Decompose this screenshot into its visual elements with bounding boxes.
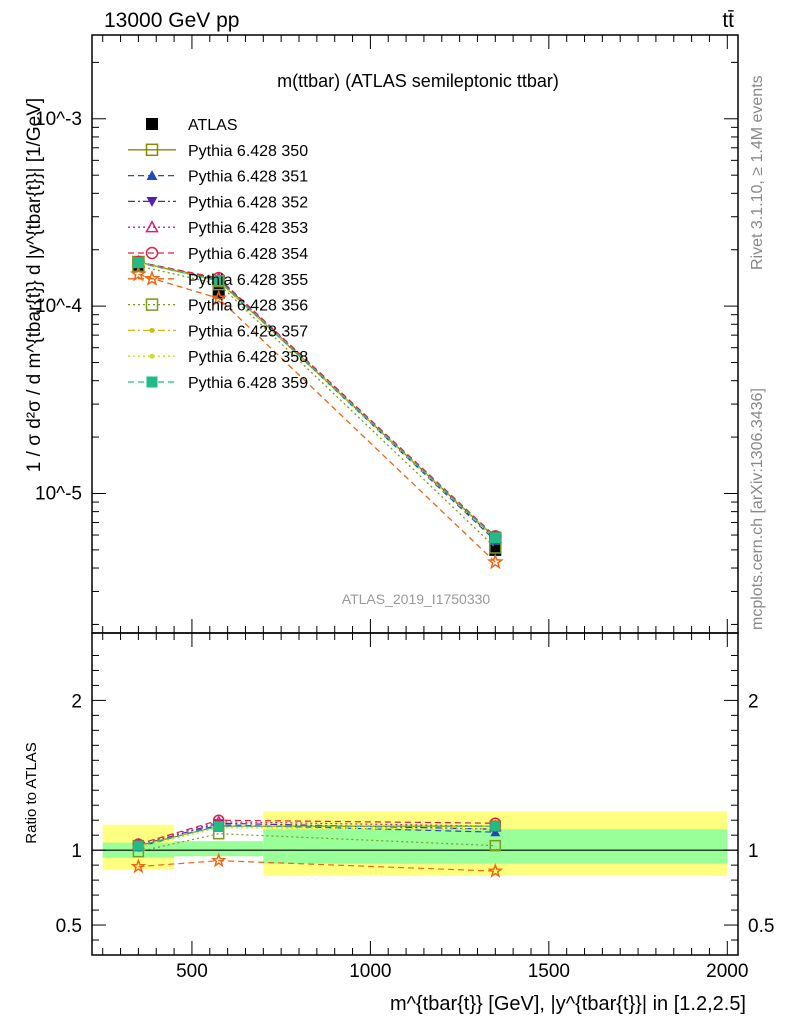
main-series-line [138, 273, 496, 563]
main-data-point [130, 265, 147, 282]
legend-marker [146, 197, 158, 207]
legend-entry-label: Pythia 6.428 357 [188, 323, 308, 340]
ratio-data-point [210, 852, 227, 868]
legend-entry-label: Pythia 6.428 359 [188, 375, 308, 392]
main-data-point [132, 256, 144, 268]
process-label: tt̄ [722, 9, 734, 32]
x-tick-label: 1000 [349, 961, 391, 982]
chart-title: m(ttbar) (ATLAS semileptonic ttbar) [277, 71, 559, 91]
legend-entry-label: Pythia 6.428 355 [188, 272, 308, 289]
main-data-point [210, 289, 228, 306]
legend-entry-label: Pythia 6.428 352 [188, 194, 308, 211]
x-axis-label: m^{tbar{t}} [GeV], |y^{tbar{t}}| in [1.2… [390, 993, 746, 1015]
main-data-point [486, 553, 504, 570]
ratio-y-tick-label: 1 [71, 841, 82, 862]
legend: ATLAS Pythia 6.428 350 Pythia 6.428 351 Pyt… [128, 117, 308, 392]
legend-marker [145, 298, 159, 311]
x-ticks: 500 1000 1500 2000 [102, 35, 748, 982]
ratio-y-tick-label: 2 [71, 691, 82, 712]
legend-marker [145, 220, 159, 233]
energy-label: 13000 GeV pp [104, 9, 239, 32]
ratio-data-point [490, 821, 501, 832]
ratio-frame [91, 632, 739, 956]
ratio-series-line [138, 833, 496, 853]
legend-entry-label: Pythia 6.428 350 [188, 143, 308, 160]
legend-entry-label: Pythia 6.428 356 [188, 298, 308, 315]
ratio-y-axis-label: Ratio to ATLAS [23, 742, 40, 843]
main-panel: 10^-5 10^-4 10^-3 m(ttbar) (ATLAS semilept… [24, 34, 739, 634]
ratio-data-point [133, 840, 144, 851]
main-y-axis-label: 1 / σ d²σ / d m^{tbar{t}} d |y^{tbar{t}}… [24, 98, 45, 472]
main-series-layer [130, 254, 504, 570]
ratio-y-ticks: 0.5 0.5 1 1 2 2 [56, 654, 774, 941]
main-y-ticks: 10^-5 10^-4 10^-3 [35, 61, 738, 625]
legend-marker [143, 270, 161, 286]
ratio-series-layer [130, 814, 504, 878]
legend-marker [145, 246, 159, 260]
ratio-y-tick-label-right: 2 [748, 691, 759, 712]
legend-marker [146, 170, 158, 180]
ratio-data-point [130, 858, 147, 874]
ratio-series-line [138, 860, 496, 872]
main-series-line [138, 265, 496, 548]
legend-marker [146, 376, 158, 388]
ratio-y-tick-label-right: 1 [748, 841, 759, 862]
rivet-version-label: Rivet 3.1.10, ≥ 1.4M events [749, 75, 766, 270]
legend-entry-label: ATLAS [188, 117, 238, 134]
main-y-tick-label: 10^-3 [35, 109, 82, 130]
x-tick-label: 500 [176, 961, 208, 982]
ratio-y-tick-label: 0.5 [56, 916, 82, 937]
legend-marker [149, 353, 155, 359]
ratio-uncertainty-bands [102, 811, 728, 876]
ratio-panel: 0.5 0.5 1 1 2 2 500 1000 1500 2000 Ratio to ATLA… [23, 35, 774, 1015]
legend-marker [145, 143, 159, 157]
ratio-series-line [138, 819, 496, 845]
legend-marker [146, 118, 158, 130]
legend-entry-label: Pythia 6.428 353 [188, 220, 308, 237]
x-tick-label: 1500 [528, 961, 570, 982]
ratio-data-point [487, 862, 504, 878]
legend-entry-label: Pythia 6.428 358 [188, 349, 308, 366]
main-y-tick-label: 10^-5 [35, 483, 82, 504]
x-tick-label: 2000 [706, 961, 748, 982]
legend-entry-label: Pythia 6.428 354 [188, 246, 308, 263]
main-y-tick-label: 10^-4 [35, 296, 82, 317]
analysis-watermark: ATLAS_2019_I1750330 [342, 591, 491, 607]
ratio-y-tick-label-right: 0.5 [748, 916, 774, 937]
legend-entry-label: Pythia 6.428 351 [188, 169, 308, 186]
main-data-point [489, 532, 501, 544]
legend-marker [149, 327, 155, 333]
ratio-data-point [213, 821, 224, 832]
ratio-data-point [489, 839, 502, 852]
ratio-band-inner [174, 841, 264, 857]
main-data-point [213, 275, 225, 287]
mcplots-label: mcplots.cern.ch [arXiv:1306.3436] [749, 388, 766, 630]
